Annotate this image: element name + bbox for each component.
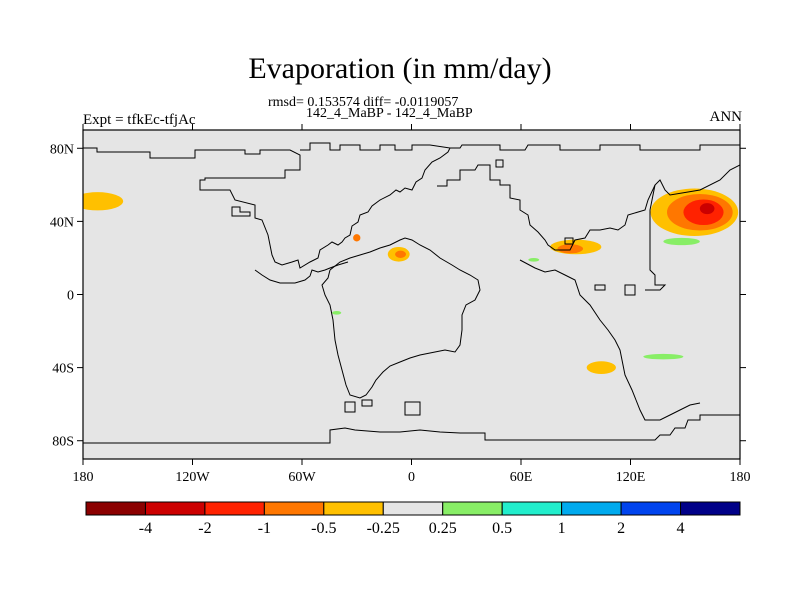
colorbar-swatch <box>323 501 384 516</box>
y-tick-label: 40N <box>50 215 74 230</box>
colorbar-label: -2 <box>198 520 211 537</box>
colorbar-swatch <box>442 501 503 516</box>
colorbar-swatch <box>501 501 563 516</box>
colorbar-swatch <box>382 501 444 516</box>
contour-feature-12 <box>643 353 684 360</box>
coastline-gulf <box>254 261 349 284</box>
island-3 <box>361 399 373 407</box>
y-tick-label: 40S <box>52 362 74 377</box>
island-1 <box>231 206 251 217</box>
island-4 <box>404 401 421 416</box>
x-tick-label: 0 <box>408 470 415 485</box>
y-tick-label: 80N <box>50 142 74 157</box>
contour-feature-8 <box>395 250 407 258</box>
island-2 <box>344 401 356 413</box>
coastline-north-america <box>83 142 451 269</box>
coastline-eurasia <box>450 144 740 151</box>
contour-feature-14 <box>528 257 540 262</box>
x-tick-label: 60W <box>288 470 316 485</box>
coastline-asia-east <box>645 184 667 291</box>
contour-feature-0 <box>83 192 124 211</box>
island-7 <box>495 159 504 168</box>
season-label: ANN <box>709 109 743 125</box>
colorbar-label: 0.25 <box>429 520 457 537</box>
colorbar-label: 2 <box>617 520 625 537</box>
colorbar: -4 -2 -1 -0.5 -0.25 0.25 0.5 1 2 4 <box>85 501 741 537</box>
colorbar-swatch <box>263 501 325 516</box>
colorbar-label: 1 <box>558 520 566 537</box>
colorbar-swatch <box>620 501 682 516</box>
contour-feature-13 <box>332 310 342 315</box>
y-tick-label: 0 <box>67 289 74 304</box>
coastline-south-america <box>321 237 481 399</box>
coastline-eurasia-south <box>437 164 740 251</box>
contour-feature-9 <box>586 361 616 375</box>
colorbar-label: -0.5 <box>311 520 336 537</box>
colorbar-label: -0.25 <box>367 520 400 537</box>
colorbar-swatch <box>561 501 622 516</box>
y-tick-label: 80S <box>52 435 74 450</box>
case-comparison-label: 142_4_MaBP - 142_4_MaBP <box>306 106 473 121</box>
contour-features <box>83 188 739 375</box>
island-5 <box>594 284 606 291</box>
contour-feature-4 <box>699 203 715 215</box>
island-8 <box>564 237 574 245</box>
colorbar-swatch <box>85 501 146 516</box>
contour-feature-11 <box>663 237 700 246</box>
colorbar-label: 0.5 <box>492 520 512 537</box>
colorbar-label: -4 <box>139 520 152 537</box>
x-tick-label: 180 <box>730 470 751 485</box>
chart-title: Evaporation (in mm/day) <box>248 52 552 85</box>
x-tick-label: 120E <box>616 470 646 485</box>
colorbar-label: 4 <box>677 520 685 537</box>
x-tick-label: 120W <box>175 470 210 485</box>
colorbar-swatch <box>204 501 265 516</box>
x-tick-label: 60E <box>510 470 533 485</box>
coastline-antarctica <box>83 414 740 444</box>
coastlines <box>83 142 740 444</box>
experiment-label: Expt = tfkEc-tfjAc <box>83 112 196 128</box>
colorbar-swatch <box>144 501 206 516</box>
axis-ticks: 180 120W 60W 0 60E 120E 180 80N 40N 0 40S 80S <box>50 124 751 485</box>
colorbar-label: -1 <box>258 520 271 537</box>
coastline-africa <box>519 259 701 421</box>
x-tick-label: 180 <box>73 470 94 485</box>
contour-feature-10 <box>353 234 361 242</box>
island-6 <box>624 284 636 296</box>
rmsd-diff-stats: rmsd= 0.153574 diff= -0.0119057 <box>268 95 459 110</box>
colorbar-swatch <box>680 501 741 516</box>
plot-background <box>83 130 740 459</box>
